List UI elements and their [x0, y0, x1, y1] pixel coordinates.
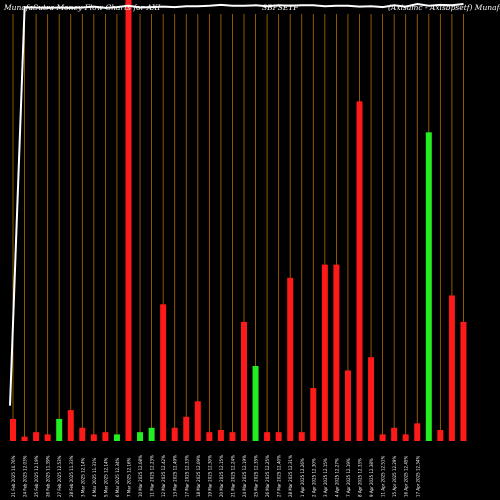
- x-tick-label: 26 Mar 2025 12.25%: [265, 455, 270, 497]
- x-tick-label: 4 Mar 2025 11.31%: [92, 457, 97, 497]
- x-tick-label: 25 Feb 2025 12.19%: [34, 455, 39, 497]
- money-flow-bar: [160, 304, 167, 441]
- money-flow-bar: [67, 410, 74, 441]
- x-tick-label: 18 Mar 2025 12.09%: [196, 455, 201, 497]
- x-tick-label: 19 Mar 2025 12.30%: [207, 455, 212, 497]
- x-tick-label: 17 Mar 2025 12.33%: [184, 455, 189, 497]
- money-flow-bar: [56, 418, 63, 441]
- money-flow-bar: [414, 423, 421, 441]
- money-flow-bar: [402, 434, 409, 441]
- money-flow-bar: [33, 432, 40, 441]
- x-tick-label: 12 Mar 2025 12.42%: [161, 455, 166, 497]
- money-flow-bar: [137, 432, 144, 441]
- x-tick-label: 24 Mar 2025 12.19%: [242, 455, 247, 497]
- money-flow-bar: [10, 418, 16, 441]
- x-tick-label: 15 Apr 2025 12.29%: [392, 456, 397, 497]
- money-flow-bar: [79, 427, 86, 441]
- x-tick-label: 28 Mar 2025 12.31%: [288, 455, 293, 497]
- money-flow-bar: [448, 295, 455, 441]
- x-tick-label: 17 Apr 2025 12.34%: [415, 456, 420, 497]
- x-tick-label: 13 Mar 2025 12.49%: [173, 455, 178, 497]
- x-tick-label: 3 Apr 2025 12.15%: [323, 458, 328, 497]
- x-tick-label: 2 Apr 2025 12.30%: [311, 458, 316, 497]
- x-axis-tick-labels: 21 Feb 2025 10.76% 24 Feb 2025 12.03% 25 F…: [11, 455, 420, 497]
- money-flow-bar: [252, 366, 259, 441]
- chart-title-right: (Axisamc - Axisbpsetf) MunafaSutra.com: [388, 3, 500, 12]
- money-flow-bar: [44, 434, 51, 441]
- x-tick-label: 27 Feb 2025 12.53%: [57, 455, 62, 497]
- x-tick-label: 21 Mar 2025 12.24%: [230, 455, 235, 497]
- x-tick-label: 7 Mar 2025 12.16%: [127, 457, 132, 497]
- x-tick-label: 8 Apr 2025 12.33%: [358, 458, 363, 497]
- money-flow-bar: [379, 434, 386, 441]
- money-flow-bar: [437, 429, 444, 441]
- x-tick-label: 28 Feb 2025 11.33%: [69, 455, 74, 497]
- x-tick-label: 26 Feb 2025 11.39%: [46, 455, 51, 497]
- money-flow-bar: [206, 432, 213, 441]
- x-tick-label: 16 Apr 2025 12.45%: [404, 456, 409, 497]
- money-flow-bar: [125, 0, 132, 441]
- x-tick-label: 24 Feb 2025 12.03%: [23, 455, 28, 497]
- money-flow-bar: [275, 432, 282, 441]
- money-flow-bar: [310, 388, 317, 441]
- money-flow-bars: [10, 0, 467, 442]
- x-tick-label: 3 Mar 2025 12.14%: [80, 457, 85, 497]
- money-flow-bar: [229, 432, 236, 441]
- chart-title-center: SBPSETF: [262, 3, 299, 12]
- price-line: [9, 2, 464, 406]
- x-tick-label: 10 Mar 2025 12.08%: [138, 455, 143, 497]
- x-tick-label: 20 Mar 2025 12.15%: [219, 455, 224, 497]
- money-flow-bar: [321, 264, 328, 441]
- x-tick-label: 27 Mar 2025 12.40%: [277, 455, 282, 497]
- money-flow-bar: [368, 357, 375, 441]
- money-flow-bar: [356, 101, 363, 442]
- x-tick-label: 5 Mar 2025 12.14%: [103, 457, 108, 497]
- money-flow-bar: [344, 370, 351, 441]
- money-flow-bar: [171, 427, 178, 441]
- money-flow-bar: [183, 416, 190, 441]
- money-flow-bar: [148, 427, 155, 441]
- x-tick-label: 6 Mar 2025 12.34%: [115, 457, 120, 497]
- money-flow-bar: [391, 427, 398, 441]
- x-tick-label: 11 Mar 2025 12.23%: [150, 455, 155, 497]
- money-flow-bar: [241, 321, 247, 441]
- money-flow-bar: [298, 432, 305, 441]
- money-flow-bar: [194, 401, 201, 441]
- money-flow-bar: [460, 321, 467, 441]
- money-flow-bar: [102, 432, 109, 441]
- money-flow-bar: [264, 432, 271, 441]
- x-tick-label: 1 Apr 2025 12.26%: [300, 458, 305, 497]
- x-tick-label: 4 Apr 2025 12.27%: [334, 458, 339, 497]
- money-flow-bar: [21, 436, 28, 441]
- x-tick-label: 9 Apr 2025 12.38%: [369, 458, 374, 497]
- money-flow-bar: [287, 277, 294, 441]
- money-flow-bar: [217, 429, 224, 441]
- money-flow-bar: [425, 132, 432, 442]
- money-flow-bar: [333, 264, 340, 441]
- money-flow-bar: [113, 434, 120, 441]
- x-tick-label: 21 Feb 2025 10.76%: [11, 455, 16, 497]
- money-flow-bar: [90, 434, 97, 441]
- x-tick-label: 25 Mar 2025 12.35%: [254, 455, 259, 497]
- x-tick-label: 7 Apr 2025 12.19%: [346, 458, 351, 497]
- x-tick-label: 11 Apr 2025 12.51%: [381, 456, 386, 497]
- chart-title-left: MunafaSutra Money Flow Charts for AXI: [3, 3, 161, 12]
